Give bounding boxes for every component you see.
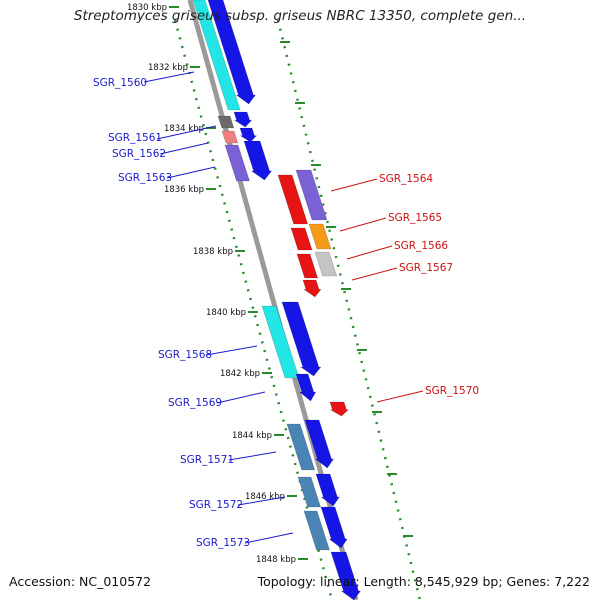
gene-arrow-sgr-1568 (281, 301, 322, 377)
gene-bar-sgr-1567 (314, 251, 338, 277)
kbp-label: 1840 kbp (206, 308, 246, 318)
gene-label-sgr-1570: SGR_1570 (425, 385, 479, 397)
gene-bar-sgr-1565 (290, 227, 313, 251)
gene-label-sgr-1573: SGR_1573 (196, 537, 250, 549)
leader-line-sgr-1565 (339, 217, 387, 232)
leader-line-sgr-1560 (143, 71, 195, 83)
gene-arrow-sgr-1562 (239, 127, 258, 143)
gene-arrow-sgr-1561 (233, 111, 253, 128)
leader-line-sgr-1564 (330, 178, 378, 192)
leader-line-sgr-1561 (156, 125, 217, 140)
gene-label-sgr-1572: SGR_1572 (189, 499, 243, 511)
gene-label-sgr-1571: SGR_1571 (180, 454, 234, 466)
gene-bar-sgr-1564 (277, 174, 309, 225)
gene-label-sgr-1566: SGR_1566 (394, 240, 448, 252)
kbp-label: 1846 kbp (245, 492, 285, 502)
kbp-label: 1830 kbp (127, 3, 167, 13)
leader-line-sgr-1566 (346, 245, 393, 260)
gene-bar-sgr-1573 (303, 510, 330, 551)
gene-bar-sgr-1564b (295, 169, 328, 221)
genome-title: Streptomyces griseus subsp. griseus NBRC… (73, 8, 527, 24)
left-scale-line (173, 19, 334, 600)
gene-bar-sgr-1572 (297, 476, 322, 508)
gene-label-sgr-1562: SGR_1562 (112, 148, 166, 160)
gene-arrow-sgr-1560 (207, 0, 256, 105)
gene-label-sgr-1560: SGR_1560 (93, 77, 147, 89)
accession-label: Accession: NC_010572 (9, 574, 152, 589)
leader-line-sgr-1567 (351, 267, 398, 281)
gene-bar-sgr-1565b (308, 223, 332, 250)
gene-label-sgr-1568: SGR_1568 (158, 349, 212, 361)
gene-bar-sgr-1566 (296, 253, 319, 279)
kbp-label: 1838 kbp (193, 247, 233, 257)
gene-arrow-sgr-1570 (329, 401, 350, 417)
kbp-label: 1848 kbp (256, 555, 296, 565)
gene-label-sgr-1565: SGR_1565 (388, 212, 442, 224)
gene-arrow-sgr-1563 (243, 140, 273, 181)
gene-bar-sgr-1562 (221, 130, 239, 144)
gene-label-sgr-1563: SGR_1563 (118, 172, 172, 184)
kbp-label: 1836 kbp (164, 185, 204, 195)
right-scale-line (276, 19, 422, 600)
leader-line-sgr-1568 (205, 345, 258, 356)
kbp-label: 1844 kbp (232, 431, 272, 441)
gene-bar-sgr-1563 (224, 144, 250, 182)
gene-arrow-sgr-1571 (304, 419, 335, 469)
gene-bar-sgr-1571 (286, 423, 316, 471)
gene-bar-sgr-1561 (217, 115, 235, 129)
leader-line-sgr-1562 (159, 142, 209, 155)
kbp-label: 1842 kbp (220, 369, 260, 379)
gene-arrow-sgr-1572 (315, 473, 340, 507)
gene-label-sgr-1567: SGR_1567 (399, 262, 453, 274)
gene-arrow-sgr-1573 (320, 506, 348, 549)
leader-line-sgr-1571 (228, 451, 277, 461)
leader-line-sgr-1563 (166, 166, 216, 179)
leader-line-sgr-1572 (237, 496, 286, 506)
gene-arrow-sgr-1574 (330, 551, 362, 600)
gene-arrow-sgr-1567 (302, 279, 322, 298)
topology-summary: Topology: linear; Length: 8,545,929 bp; … (257, 574, 590, 589)
leader-line-sgr-1569 (216, 391, 266, 404)
gene-label-sgr-1561: SGR_1561 (108, 132, 162, 144)
kbp-label: 1832 kbp (148, 63, 188, 73)
gene-label-sgr-1564: SGR_1564 (379, 173, 433, 185)
gene-bar-sgr-1560-cyan (192, 0, 241, 111)
gene-arrow-sgr-1569 (295, 373, 317, 402)
kbp-label: 1834 kbp (164, 124, 204, 134)
leader-line-sgr-1570 (376, 390, 424, 403)
leader-line-sgr-1573 (244, 532, 294, 544)
gene-label-sgr-1569: SGR_1569 (168, 397, 222, 409)
